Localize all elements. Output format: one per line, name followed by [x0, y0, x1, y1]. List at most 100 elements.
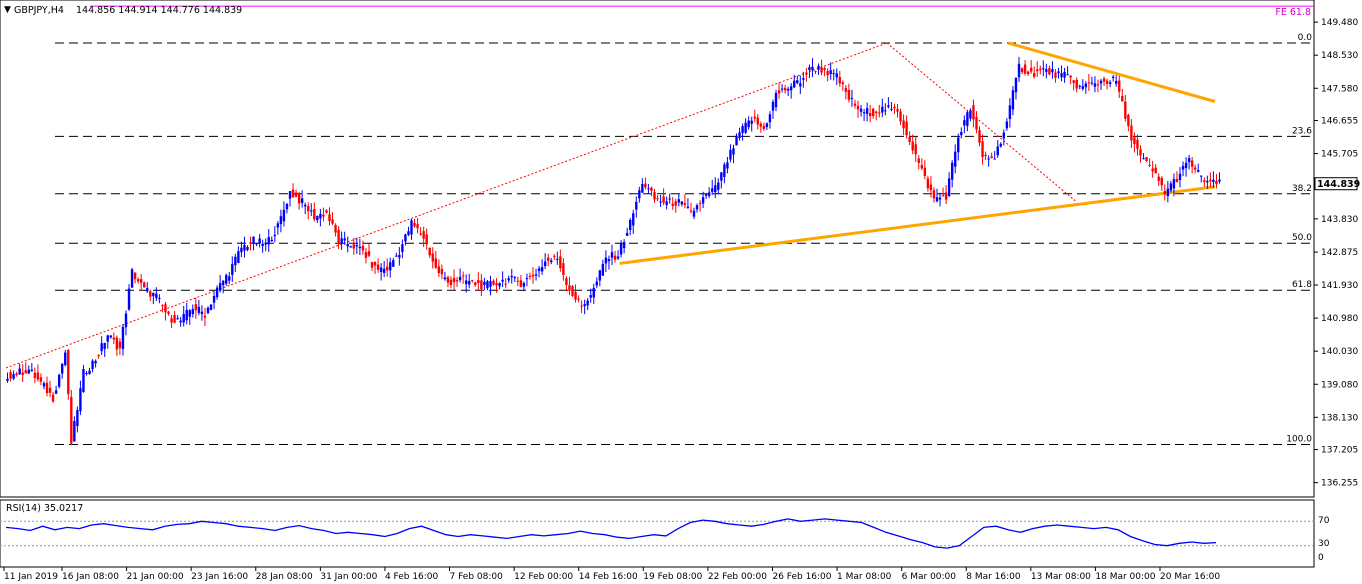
candle-body	[203, 315, 207, 318]
candle-body	[841, 82, 845, 85]
y-tick-label: 143.830	[1321, 215, 1358, 225]
candle-body	[64, 352, 67, 366]
candle-body	[1060, 73, 1063, 78]
fibonacci-levels: 0.0 23.6 38.2 50.0 61.8 100.0	[55, 5, 1314, 446]
candle-body	[322, 214, 325, 217]
fib-level-label: 38.2	[1292, 184, 1312, 194]
candle-body	[328, 214, 331, 222]
fe-label: FE 61.8	[1275, 7, 1311, 18]
candle-body	[853, 103, 857, 106]
x-tick-label: 19 Feb 08:00	[643, 572, 702, 582]
candle-body	[149, 291, 152, 297]
candle-body	[234, 256, 237, 266]
candle-body	[720, 172, 723, 181]
candle-body	[1209, 179, 1212, 182]
candle-body	[756, 117, 759, 125]
candle-body	[1151, 168, 1154, 172]
candle-body	[723, 164, 726, 177]
candle-body	[677, 199, 681, 203]
y-tick-label: 136.255	[1321, 479, 1358, 489]
candle-body	[489, 281, 492, 287]
fib-level-label: 61.8	[1292, 280, 1312, 290]
x-tick-label: 22 Feb 00:00	[708, 572, 767, 582]
y-tick-label: 147.580	[1321, 84, 1358, 94]
candle-body	[1184, 162, 1188, 169]
candle-body	[957, 137, 960, 153]
candle-body	[39, 377, 43, 382]
candle-body	[765, 123, 769, 128]
x-tick-label: 26 Feb 16:00	[772, 572, 831, 582]
candle-body	[592, 287, 595, 298]
candle-body	[480, 280, 483, 290]
candle-body	[483, 281, 486, 285]
candle-body	[1121, 95, 1124, 102]
candle-body	[76, 409, 79, 427]
candle-body	[1181, 165, 1185, 170]
candle-body	[632, 213, 635, 226]
candle-body	[176, 318, 179, 320]
candle-body	[1017, 63, 1021, 78]
candle-body	[744, 122, 747, 133]
candle-body	[984, 154, 987, 156]
candle-body	[73, 421, 76, 442]
candle-body	[325, 210, 328, 213]
candle-body	[622, 242, 626, 249]
candle-body	[534, 274, 538, 276]
candle-body	[647, 188, 650, 190]
candle-body	[1102, 78, 1106, 82]
candle-body	[1160, 177, 1163, 186]
candle-body	[249, 242, 252, 244]
rsi-level-70: 70	[1318, 516, 1330, 526]
candle-body	[1048, 68, 1051, 75]
y-tick-label: 141.930	[1321, 281, 1358, 291]
candle-body	[1166, 188, 1170, 197]
candle-body	[1127, 114, 1130, 126]
candle-body	[1066, 74, 1069, 76]
candle-body	[33, 372, 37, 378]
candle-body	[240, 247, 243, 253]
candle-body	[999, 143, 1002, 147]
candle-body	[698, 203, 702, 205]
candle-body	[714, 185, 717, 193]
candle-body	[425, 234, 428, 245]
candle-body	[531, 274, 535, 277]
y-tick-label: 139.080	[1321, 380, 1358, 390]
candle-body	[1157, 176, 1160, 181]
candle-body	[437, 266, 441, 274]
candle-body	[1081, 86, 1084, 89]
candle-body	[911, 141, 914, 151]
candle-body	[978, 130, 981, 143]
candle-body	[431, 253, 434, 262]
candle-body	[537, 268, 541, 271]
candle-body	[133, 272, 137, 280]
candle-body	[316, 215, 319, 221]
candle-body	[981, 141, 984, 157]
candle-body	[571, 286, 574, 296]
candle-body	[629, 219, 632, 231]
candle-body	[91, 360, 94, 370]
candle-body	[1051, 69, 1054, 73]
candle-body	[303, 204, 307, 207]
candle-body	[1032, 73, 1036, 77]
candle-body	[395, 255, 398, 257]
candle-body	[228, 276, 231, 281]
candle-body	[42, 383, 46, 387]
candle-body	[550, 260, 553, 263]
candle-body	[1108, 82, 1112, 85]
candle-body	[413, 222, 416, 227]
candle-body	[1099, 80, 1103, 84]
candle-body	[225, 274, 228, 284]
candle-body	[258, 238, 261, 244]
chart-collapse-icon[interactable]: ▼	[4, 5, 11, 15]
candle-body	[1029, 67, 1033, 72]
candle-body	[735, 135, 738, 146]
candle-body	[680, 201, 684, 205]
candle-body	[100, 343, 103, 352]
y-tick-label: 142.875	[1321, 248, 1358, 258]
x-tick-label: 31 Jan 00:00	[320, 572, 377, 582]
candle-body	[671, 203, 674, 206]
candle-body	[18, 368, 21, 375]
candle-body	[1023, 64, 1027, 74]
candle-body	[686, 206, 690, 208]
